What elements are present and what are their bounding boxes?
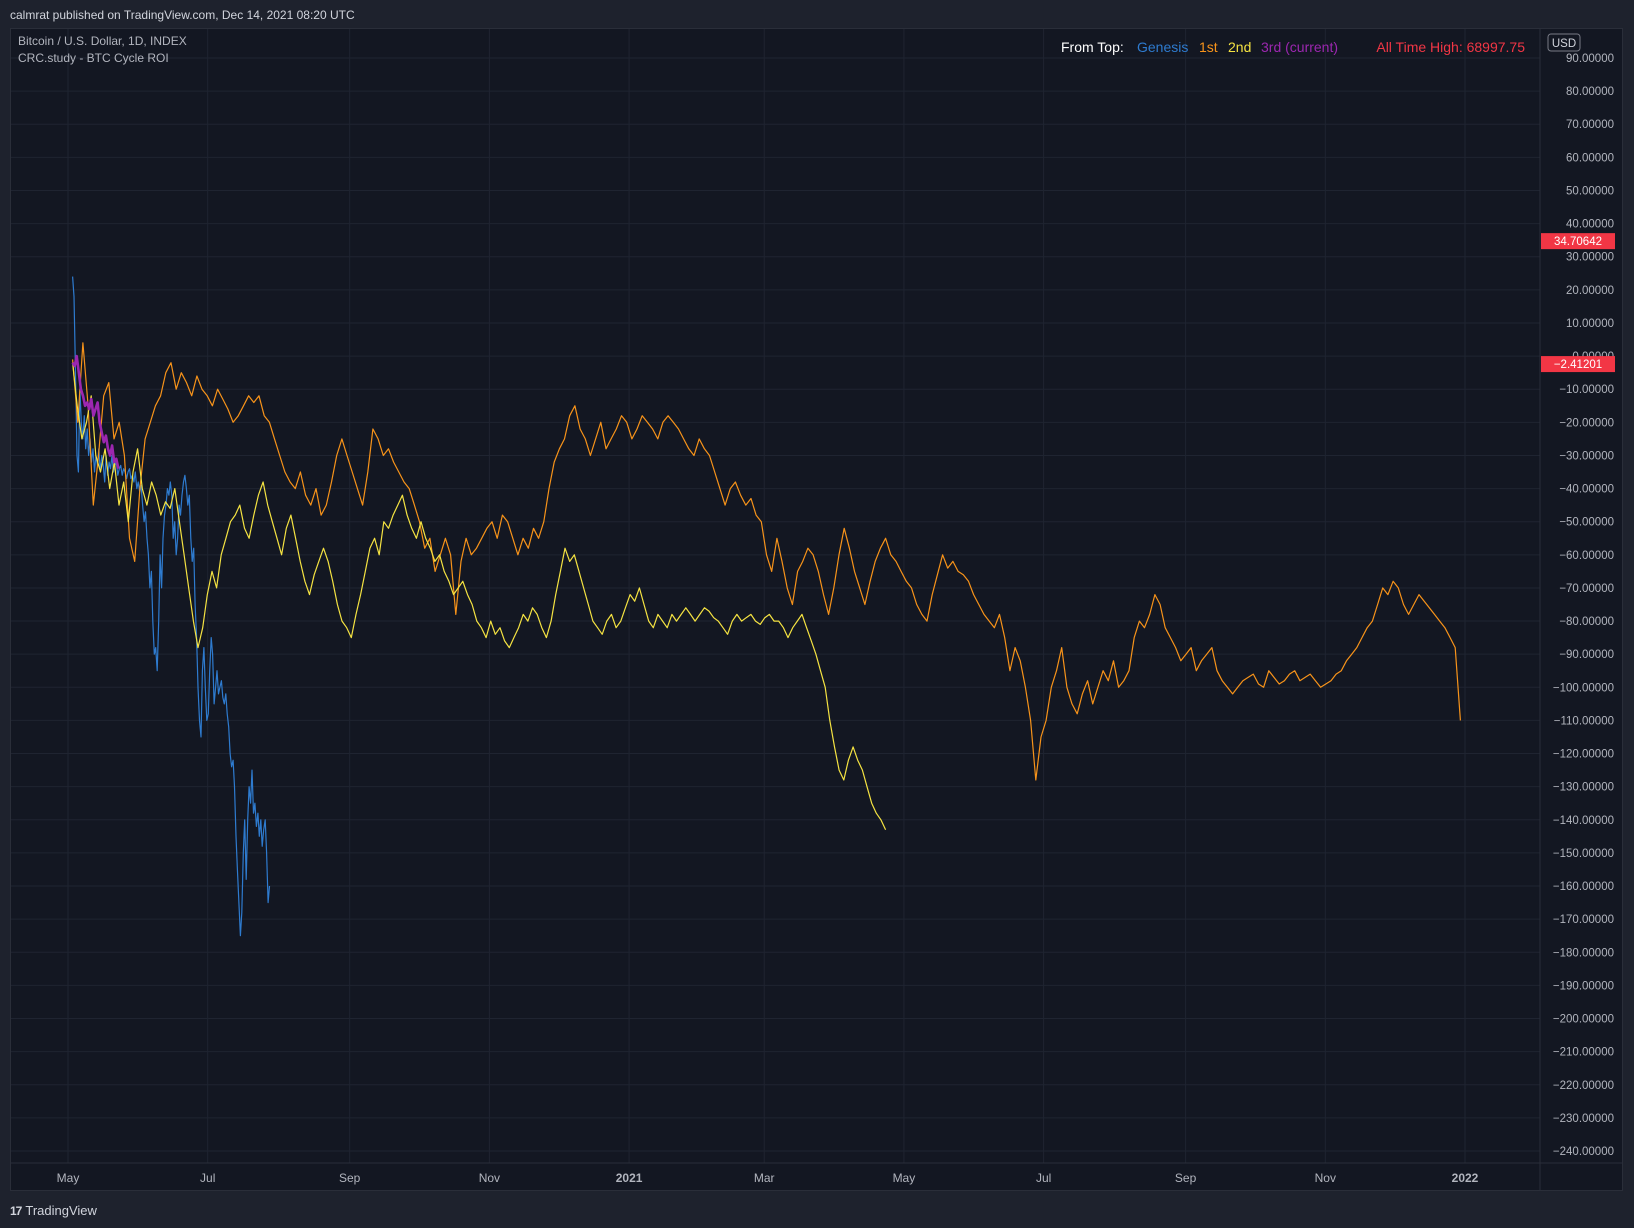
- price-tag-label: −2.41201: [1554, 359, 1602, 371]
- publisher-line: calmrat published on TradingView.com, De…: [10, 8, 355, 22]
- x-tick-label: Jul: [200, 1171, 215, 1185]
- y-tick-label: −180.00000: [1553, 947, 1614, 959]
- tradingview-logo-icon: 17: [10, 1204, 22, 1218]
- publisher-bar: calmrat published on TradingView.com, De…: [0, 0, 1634, 28]
- y-tick-label: −160.00000: [1553, 881, 1614, 893]
- x-tick-label: Nov: [479, 1171, 500, 1185]
- y-tick-label: −120.00000: [1553, 749, 1614, 761]
- y-tick-label: −50.00000: [1559, 517, 1614, 529]
- y-tick-label: 20.00000: [1566, 285, 1614, 297]
- y-tick-label: −100.00000: [1553, 682, 1614, 694]
- y-tick-label: −240.00000: [1553, 1146, 1614, 1158]
- y-tick-label: −70.00000: [1559, 583, 1614, 595]
- legend-entry: 2nd: [1228, 39, 1251, 55]
- currency-label[interactable]: USD: [1552, 38, 1576, 50]
- y-tick-label: −230.00000: [1553, 1113, 1614, 1125]
- y-tick-label: 80.00000: [1566, 86, 1614, 98]
- legend-prefix: From Top:: [1061, 39, 1124, 55]
- series-line-1st: [72, 342, 1461, 781]
- series-line-2nd: [72, 362, 887, 830]
- x-tick-label: Mar: [754, 1171, 775, 1185]
- legend-entry: 3rd (current): [1261, 39, 1338, 55]
- y-tick-label: 40.00000: [1566, 219, 1614, 231]
- y-tick-label: 70.00000: [1566, 119, 1614, 131]
- y-tick-label: −90.00000: [1559, 649, 1614, 661]
- series-line-genesis: [72, 276, 271, 937]
- y-tick-label: −20.00000: [1559, 417, 1614, 429]
- y-tick-label: 60.00000: [1566, 152, 1614, 164]
- x-tick-label: 2021: [616, 1171, 643, 1185]
- y-tick-label: −170.00000: [1553, 914, 1614, 926]
- brand-label: TradingView: [25, 1203, 97, 1218]
- y-tick-label: −60.00000: [1559, 550, 1614, 562]
- x-tick-label: May: [57, 1171, 80, 1185]
- y-tick-label: 10.00000: [1566, 318, 1614, 330]
- tradingview-brand[interactable]: 17 TradingView: [10, 1203, 97, 1218]
- x-tick-label: 2022: [1452, 1171, 1479, 1185]
- legend-entry: Genesis: [1137, 39, 1188, 55]
- y-tick-label: −220.00000: [1553, 1080, 1614, 1092]
- x-tick-label: Jul: [1036, 1171, 1051, 1185]
- study-line[interactable]: CRC.study - BTC Cycle ROI: [18, 51, 169, 65]
- y-tick-label: 50.00000: [1566, 185, 1614, 197]
- price-tag-box: [1541, 233, 1615, 250]
- y-tick-label: −210.00000: [1553, 1047, 1614, 1059]
- plot-background: [11, 29, 1622, 1162]
- y-tick-label: −150.00000: [1553, 848, 1614, 860]
- y-tick-label: 30.00000: [1566, 252, 1614, 264]
- y-tick-label: −30.00000: [1559, 450, 1614, 462]
- y-tick-label: −110.00000: [1554, 715, 1614, 727]
- x-tick-label: May: [893, 1171, 916, 1185]
- y-tick-label: 90.00000: [1566, 53, 1614, 65]
- currency-box[interactable]: [1547, 33, 1581, 52]
- x-tick-label: Nov: [1315, 1171, 1336, 1185]
- y-tick-label: −10.00000: [1559, 384, 1614, 396]
- y-tick-label: −140.00000: [1553, 815, 1614, 827]
- ath-label: All Time High: 68997.75: [1376, 39, 1525, 55]
- series-line-3rd: [71, 354, 120, 469]
- y-tick-label: −80.00000: [1559, 616, 1614, 628]
- price-tag-label: 34.70642: [1554, 236, 1602, 248]
- y-tick-label: −40.00000: [1559, 484, 1614, 496]
- y-tick-label: −130.00000: [1553, 782, 1614, 794]
- legend-entry: 1st: [1199, 39, 1218, 55]
- x-tick-label: Sep: [1175, 1171, 1197, 1185]
- symbol-line[interactable]: Bitcoin / U.S. Dollar, 1D, INDEX: [18, 34, 187, 48]
- price-tag-box: [1541, 356, 1615, 373]
- y-tick-label: −190.00000: [1553, 980, 1614, 992]
- x-tick-label: Sep: [339, 1171, 361, 1185]
- y-tick-label: −200.00000: [1553, 1014, 1614, 1026]
